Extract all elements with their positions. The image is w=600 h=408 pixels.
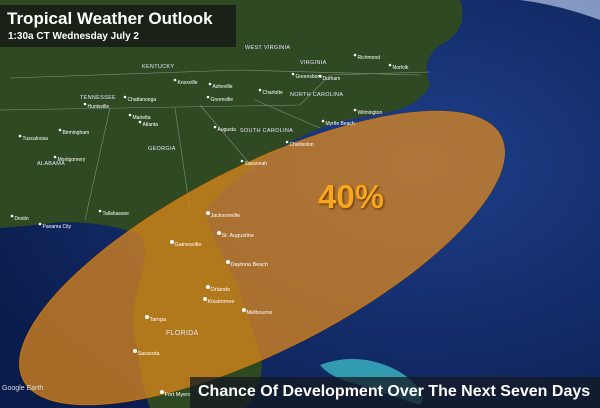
city-label: Savannah [245,161,268,167]
state-label: KENTUCKY [142,64,174,70]
city-marker [321,119,325,123]
land [0,0,463,408]
city-label: Gainesville [175,242,202,248]
city-label: Montgomery [58,157,86,163]
caption-panel: Chance Of Development Over The Next Seve… [190,377,600,408]
city-marker [285,140,289,144]
city-label: Birmingham [63,130,90,136]
city-marker [38,222,42,226]
city-label: Augusta [218,127,237,133]
city-marker [208,82,212,86]
city-marker [258,88,262,92]
city-label: Richmond [358,55,381,61]
caption: Chance Of Development Over The Next Seve… [198,383,591,400]
city-marker [213,125,217,129]
city-marker [353,108,357,112]
city-marker [203,297,207,301]
city-label: Charlotte [263,90,284,96]
city-label: Wilmington [358,110,383,116]
city-marker [145,315,149,319]
city-marker [242,308,246,312]
state-label: ALABAMA [37,161,65,167]
page-title: Tropical Weather Outlook [7,9,213,28]
city-label: St. Augustine [222,233,254,239]
city-marker [226,260,230,264]
city-marker [291,72,295,76]
city-marker [133,349,137,353]
city-label: Melbourne [247,310,273,316]
city-label: Asheville [213,84,233,90]
city-marker [206,95,210,99]
city-marker [388,63,392,67]
city-marker [353,53,357,57]
city-marker [53,155,57,159]
city-label: Myrtle Beach [326,121,355,127]
city-label: Greenville [211,97,234,103]
city-label: Jacksonville [211,213,241,219]
city-marker [160,390,164,394]
city-label: Panama City [43,224,72,230]
city-label: Sarasota [138,351,161,357]
city-label: Atlanta [143,122,159,128]
city-marker [206,285,210,289]
city-label: Chattanooga [128,97,157,103]
state-label: FLORIDA [166,330,198,337]
city-label: Destin [15,216,29,222]
state-label: SOUTH CAROLINA [240,128,293,134]
city-label: Fort Myers [165,392,192,398]
city-marker [240,159,244,163]
city-label: Tuscaloosa [23,136,49,142]
city-label: Durham [323,76,341,82]
state-label: NORTH CAROLINA [290,92,343,98]
city-marker [83,102,87,106]
title-panel: Tropical Weather Outlook 1:30a CT Wednes… [0,5,236,47]
state-borders [0,69,431,221]
probability-label: 40% [318,178,385,215]
city-label: Orlando [211,287,231,293]
horizon-glow [520,0,600,20]
city-marker [128,113,132,117]
city-marker [173,78,177,82]
city-marker [10,214,14,218]
city-label: Norfolk [393,65,409,71]
city-label: Greensboro [296,74,323,80]
city-label: Huntsville [88,104,110,110]
city-marker [318,74,322,78]
city-label: Kissimmee [208,299,235,305]
outlook-area[interactable] [19,110,505,406]
city-marker [206,211,210,215]
attribution: Google Earth [2,385,44,392]
city-marker [18,134,22,138]
city-label: Charleston [290,142,314,148]
city-marker [217,231,221,235]
city-label: Marietta [133,115,151,121]
city-label: Knoxville [178,80,198,86]
city-marker [98,209,102,213]
city-label: Daytona Beach [231,262,269,268]
city-marker [170,240,174,244]
city-marker [123,95,127,99]
city-marker [138,120,142,124]
city-label: Tampa [150,317,167,323]
city-marker [58,128,62,132]
city-label: Tallahassee [103,211,130,217]
state-label: GEORGIA [148,146,176,152]
state-label: TENNESSEE [80,95,116,101]
state-label: VIRGINIA [300,60,327,66]
issue-time: 1:30a CT Wednesday July 2 [8,31,139,42]
state-label: WEST VIRGINIA [245,45,290,51]
